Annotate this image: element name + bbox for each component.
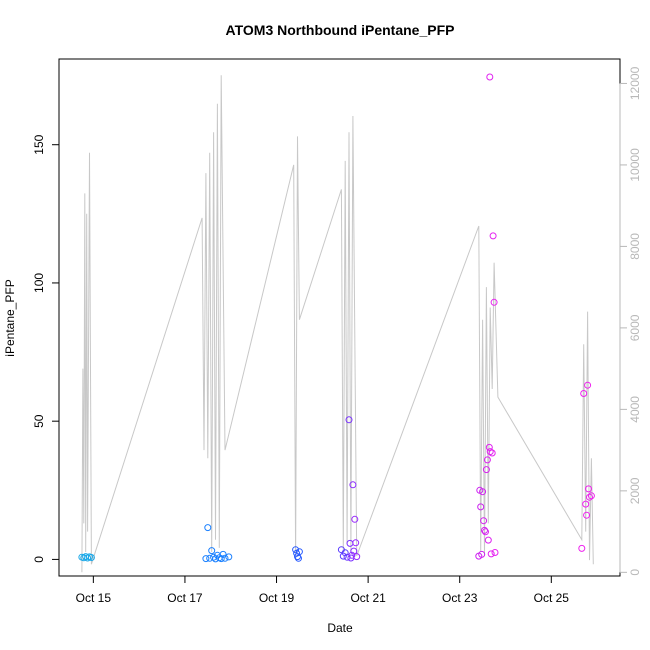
- data-point: [351, 515, 359, 523]
- y-tick-label: 150: [32, 134, 46, 154]
- data-point: [478, 550, 486, 558]
- x-tick-label: Oct 15: [76, 591, 112, 605]
- data-point: [477, 503, 485, 511]
- data-point: [343, 553, 351, 561]
- y-tick-label: 0: [32, 556, 46, 563]
- point-layer: [78, 73, 595, 563]
- data-point: [353, 553, 361, 561]
- altitude-line: [81, 75, 594, 573]
- data-point: [345, 416, 353, 424]
- data-point: [349, 481, 357, 489]
- y-axis-label: iPentane_PFP: [3, 279, 17, 356]
- y-tick-label: 50: [32, 414, 46, 428]
- data-point: [219, 550, 227, 558]
- data-point: [587, 492, 595, 500]
- y2-tick-label: 4000: [628, 396, 642, 423]
- y2-tick-label: 12000: [628, 66, 642, 100]
- data-point: [484, 536, 492, 544]
- data-point: [204, 524, 212, 532]
- x-axis: Oct 15 Oct 17 Oct 19 Oct 21 Oct 23 Oct 25: [76, 575, 570, 605]
- data-point: [584, 381, 592, 389]
- y2-tick-label: 8000: [628, 233, 642, 260]
- data-point: [482, 466, 490, 474]
- data-point: [585, 485, 592, 493]
- x-tick-label: Oct 23: [442, 591, 478, 605]
- data-point: [202, 555, 210, 563]
- data-point: [586, 493, 593, 501]
- data-point: [487, 550, 495, 558]
- data-point: [225, 553, 233, 561]
- data-point: [479, 488, 487, 496]
- data-point: [578, 544, 586, 552]
- data-point: [482, 528, 489, 536]
- data-point: [490, 298, 498, 306]
- data-point: [348, 551, 356, 559]
- data-point: [87, 554, 95, 561]
- y2-tick-label: 2000: [628, 477, 642, 504]
- y-axis-left: 0 50 100 150: [32, 134, 60, 563]
- x-axis-label: Date: [327, 621, 353, 635]
- y2-tick-label: 10000: [628, 148, 642, 182]
- data-point: [480, 517, 488, 525]
- y2-tick-label: 6000: [628, 314, 642, 341]
- data-point: [489, 232, 497, 240]
- data-point: [580, 390, 588, 397]
- data-point: [483, 456, 491, 464]
- data-point: [217, 555, 225, 563]
- data-point: [486, 448, 494, 456]
- y2-tick-label: 0: [628, 569, 642, 576]
- data-point: [292, 546, 300, 554]
- x-tick-label: Oct 21: [350, 591, 386, 605]
- data-point: [485, 443, 493, 451]
- y-tick-label: 100: [32, 273, 46, 293]
- x-tick-label: Oct 17: [167, 591, 203, 605]
- data-point: [208, 547, 216, 555]
- data-point: [352, 539, 360, 547]
- data-point: [582, 500, 590, 508]
- chart-title: ATOM3 Northbound iPentane_PFP: [226, 22, 455, 38]
- data-point: [295, 554, 302, 562]
- data-point: [488, 449, 496, 457]
- data-point: [583, 511, 591, 519]
- data-point: [341, 549, 349, 557]
- data-point: [481, 526, 488, 534]
- y-axis-right: 0 2000 4000 6000 8000 10000 12000: [619, 66, 642, 576]
- data-point: [221, 554, 229, 562]
- altitude-line-layer: [81, 75, 594, 573]
- data-point: [295, 548, 303, 556]
- x-tick-label: Oct 19: [259, 591, 295, 605]
- data-point: [491, 549, 499, 556]
- data-point: [350, 547, 358, 555]
- x-tick-label: Oct 25: [534, 591, 570, 605]
- data-point: [486, 73, 494, 81]
